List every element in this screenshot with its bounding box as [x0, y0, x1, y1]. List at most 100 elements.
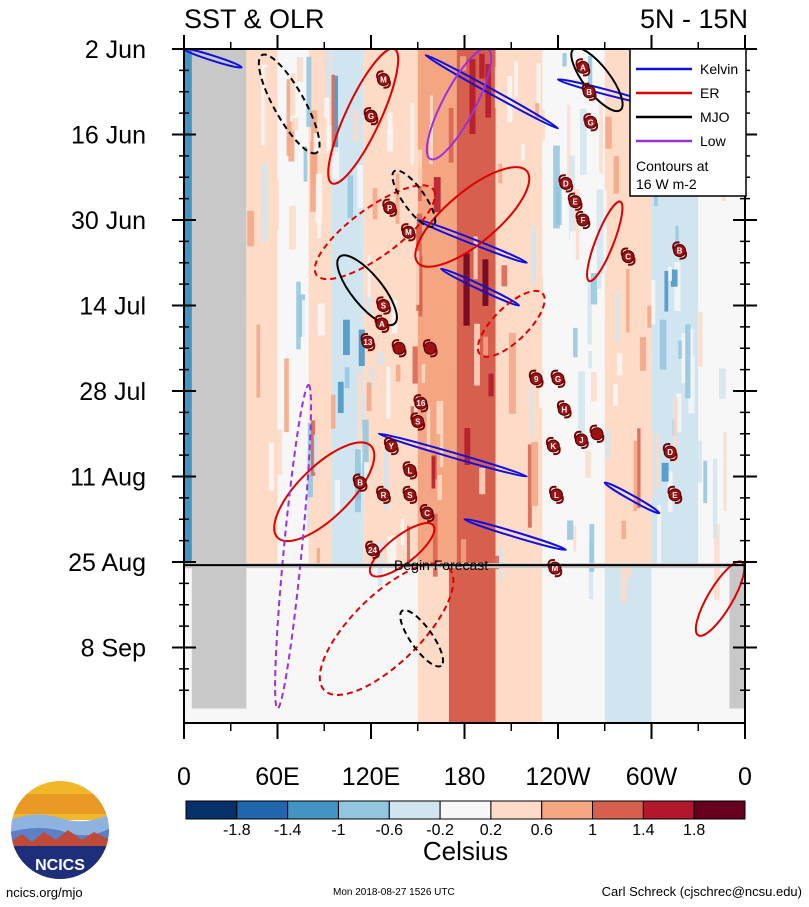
x-tick-label: 0 [177, 763, 191, 791]
contour-er [476, 289, 546, 358]
storm-icon [574, 433, 588, 447]
sst-texture [433, 177, 441, 213]
sst-texture [307, 422, 313, 498]
storm-label: A [379, 320, 385, 329]
x-tick-label: 120W [525, 763, 591, 791]
sst-texture [316, 547, 320, 567]
sst-texture [383, 49, 388, 95]
storm-arm-icon [545, 436, 561, 456]
sst-texture [299, 294, 306, 337]
sst-texture [590, 371, 597, 402]
sst-texture [323, 117, 327, 190]
storm-label: C [625, 253, 631, 262]
storm-arm-icon [558, 174, 574, 193]
storm-arm-icon [662, 442, 678, 462]
sst-texture [391, 299, 398, 334]
storm-arm-icon [574, 430, 589, 449]
sst-texture [620, 545, 627, 604]
sst-texture [633, 440, 637, 512]
y-tick-label: 28 Jul [79, 378, 146, 406]
storm-marker: C [419, 504, 435, 523]
sst-texture [253, 115, 260, 152]
storm-arm-icon [391, 339, 407, 358]
sst-texture [621, 520, 626, 540]
contour-kelvin [416, 218, 528, 264]
contour-low [274, 383, 313, 710]
contour-kelvin [440, 267, 521, 307]
sst-texture [473, 236, 478, 280]
storm-marker: 13 [360, 333, 376, 352]
storm-label: L [554, 491, 559, 500]
storm-marker: B [352, 473, 368, 492]
sst-texture [437, 474, 443, 501]
sst-texture [531, 442, 539, 507]
storm-arm-icon [352, 473, 368, 492]
sst-forecast-band [448, 568, 496, 723]
sst-texture [579, 108, 587, 175]
sst-texture [585, 450, 591, 478]
sst-texture [488, 373, 494, 397]
sst-texture [562, 52, 567, 67]
sst-texture [406, 525, 410, 567]
storm-marker: P [382, 198, 398, 217]
sst-texture [429, 95, 433, 146]
colorbar-tick-label: -1 [331, 822, 345, 839]
sst-texture [613, 156, 619, 194]
footer-url[interactable]: ncics.org/mjo [6, 885, 83, 900]
storm-arm-icon [422, 339, 438, 358]
storm-arm-icon [581, 82, 597, 101]
sst-texture [536, 63, 541, 121]
legend-label: Low [700, 133, 727, 149]
sst-texture [714, 524, 720, 600]
sst-texture [296, 256, 301, 286]
storm-arm-icon [583, 113, 599, 132]
sst-texture [395, 173, 400, 224]
storm-icon [403, 488, 417, 502]
storm-icon [376, 73, 390, 87]
storm-marker: K [545, 436, 561, 456]
storm-label: M [552, 564, 559, 573]
storm-icon [529, 372, 543, 386]
sst-texture [358, 329, 365, 367]
sst-texture [590, 273, 598, 305]
colorbar-tick-label: 0.6 [531, 822, 553, 839]
storm-icon [590, 427, 604, 441]
sst-texture [521, 144, 525, 161]
storm-icon [582, 85, 596, 99]
colorbar-tick-label: 0.2 [480, 822, 502, 839]
sst-texture [725, 268, 732, 351]
sst-texture [678, 340, 684, 360]
sst-texture [367, 255, 371, 305]
sst-texture [704, 218, 711, 282]
contour-er [318, 562, 455, 696]
storm-label: K [550, 442, 556, 451]
storm-marker: E [667, 485, 683, 504]
legend-box [629, 48, 747, 197]
sst-texture [688, 328, 695, 414]
chart-title-right: 5N - 15N [640, 4, 748, 34]
sst-texture [289, 73, 296, 116]
sst-texture [510, 504, 516, 535]
storm-marker: M [376, 70, 391, 89]
sst-texture [656, 434, 660, 489]
storm-label: E [672, 491, 678, 500]
colorbar-swatch [490, 800, 543, 820]
storm-marker: R [376, 485, 391, 504]
storm-arm-icon [667, 485, 683, 504]
storm-label: E [572, 198, 578, 207]
sst-texture [415, 149, 423, 187]
sst-band [542, 49, 605, 569]
sst-texture [395, 82, 401, 100]
sst-texture [670, 269, 678, 287]
storm-marker: B [672, 241, 687, 260]
sst-texture [247, 295, 252, 335]
colorbar-tick-label: 1 [588, 822, 597, 839]
storm-marker: L [549, 485, 564, 504]
sst-texture [332, 147, 340, 180]
storm-icon [364, 109, 378, 123]
storm-icon [392, 341, 406, 355]
sst-texture [617, 353, 623, 376]
storm-arm-icon [376, 485, 391, 504]
sst-texture [498, 163, 503, 184]
sst-texture [288, 121, 295, 162]
